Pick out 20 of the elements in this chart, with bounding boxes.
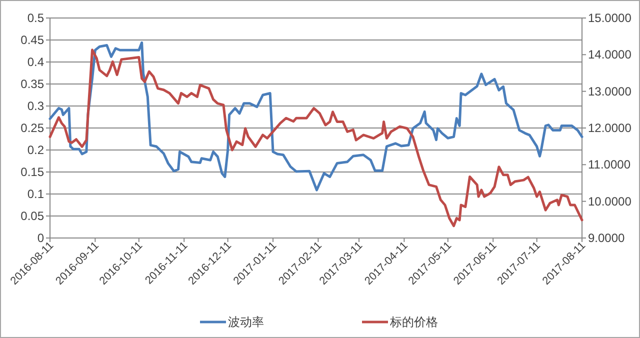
- y-tick-label: 0.35: [20, 77, 44, 91]
- y2-tick-label: 13.0000: [588, 84, 632, 98]
- y-tick-label: 0.05: [20, 209, 44, 223]
- y-tick-label: 0.2: [27, 143, 44, 157]
- y2-tick-label: 14.0000: [588, 48, 632, 62]
- y-tick-label: 0.1: [27, 187, 44, 201]
- y-tick-label: 0.25: [20, 121, 44, 135]
- y2-tick-label: 11.0000: [588, 158, 631, 172]
- y2-tick-label: 12.0000: [588, 121, 632, 135]
- y-tick-label: 0.4: [27, 55, 44, 69]
- y2-tick-label: 9.0000: [588, 231, 626, 245]
- y-tick-label: 0: [37, 231, 44, 245]
- y2-tick-label: 15.0000: [588, 11, 632, 25]
- legend-label: 标的价格: [389, 315, 438, 329]
- y2-tick-label: 10.0000: [588, 194, 632, 208]
- y-tick-label: 0.15: [20, 165, 44, 179]
- y-tick-label: 0.5: [27, 11, 44, 25]
- y-tick-label: 0.3: [27, 99, 44, 113]
- y-tick-label: 0.45: [20, 33, 44, 47]
- legend-label: 波动率: [228, 315, 264, 329]
